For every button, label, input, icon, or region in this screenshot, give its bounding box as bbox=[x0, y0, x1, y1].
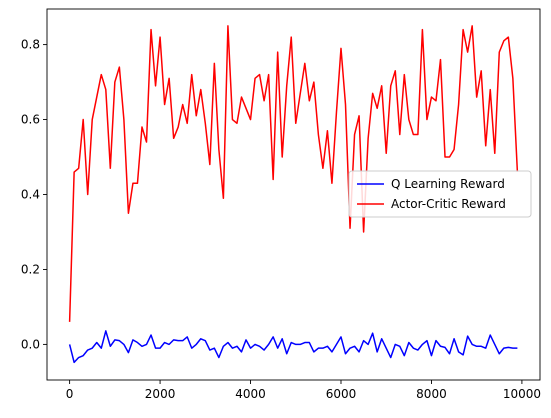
series-line-actor-critic bbox=[68, 25, 519, 322]
x-axis: 0 2000 4000 6000 8000 10000 bbox=[66, 380, 541, 401]
y-tick-label: 0.6 bbox=[21, 113, 40, 127]
legend-label: Actor-Critic Reward bbox=[391, 197, 506, 211]
y-tick-label: 0.0 bbox=[21, 337, 40, 351]
legend: Q Learning Reward Actor-Critic Reward bbox=[348, 170, 532, 218]
x-tick-label: 0 bbox=[66, 387, 74, 401]
series-layer bbox=[68, 25, 519, 364]
legend-box bbox=[348, 170, 532, 218]
y-tick-label: 0.4 bbox=[21, 188, 40, 202]
x-tick-label: 2000 bbox=[145, 387, 176, 401]
x-tick-label: 8000 bbox=[416, 387, 447, 401]
series-line-q-learning bbox=[68, 330, 518, 364]
x-tick-label: 6000 bbox=[326, 387, 357, 401]
legend-label: Q Learning Reward bbox=[391, 177, 505, 191]
y-tick-label: 0.8 bbox=[21, 38, 40, 52]
y-tick-label: 0.2 bbox=[21, 262, 40, 276]
y-axis: 0.0 0.2 0.4 0.6 0.8 bbox=[21, 38, 47, 351]
x-tick-label: 10000 bbox=[503, 387, 541, 401]
x-tick-label: 4000 bbox=[235, 387, 266, 401]
